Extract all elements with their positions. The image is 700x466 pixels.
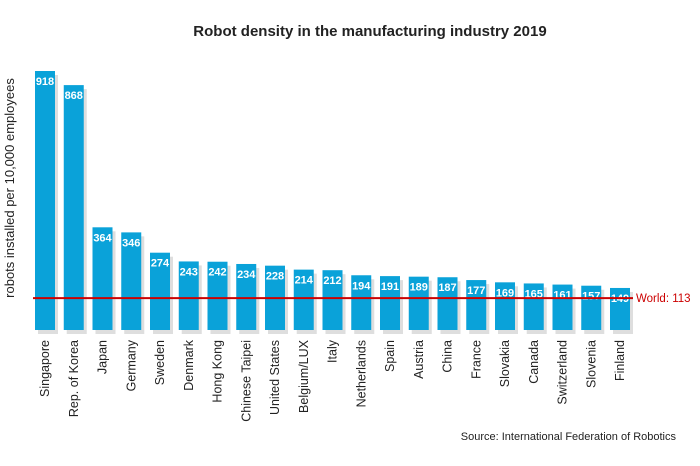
data-label: 212	[323, 275, 341, 287]
y-axis-label: robots installed per 10,000 employees	[2, 78, 17, 298]
data-label: 243	[180, 266, 198, 278]
world-average-label: World: 113	[636, 293, 691, 305]
bar	[466, 280, 487, 330]
data-label: 364	[93, 232, 112, 244]
bars-group	[35, 71, 633, 334]
category-label: China	[441, 340, 455, 373]
bar	[581, 285, 602, 330]
category-label: Belgium/LUX	[297, 339, 311, 413]
category-label: Japan	[96, 340, 110, 374]
bar	[236, 263, 257, 330]
bar	[63, 85, 84, 330]
data-label: 868	[65, 90, 83, 102]
category-label: Singapore	[38, 340, 52, 397]
bar	[437, 277, 458, 330]
bar	[207, 261, 228, 330]
data-label: 169	[496, 287, 514, 299]
category-label: Switzerland	[556, 340, 570, 405]
data-label: 191	[381, 281, 399, 293]
category-label: Italy	[326, 339, 340, 363]
bar	[35, 71, 55, 330]
bar	[408, 276, 429, 330]
category-label: Rep. of Korea	[67, 340, 81, 417]
category-label: Germany	[124, 339, 138, 391]
bar	[495, 282, 515, 330]
data-label: 918	[36, 76, 54, 88]
category-label: Chinese Taipei	[239, 340, 253, 422]
data-label: 194	[352, 280, 371, 292]
source-note: Source: International Federation of Robo…	[461, 431, 677, 443]
data-label: 228	[266, 271, 284, 283]
category-label: Spain	[383, 340, 397, 372]
bar	[380, 276, 400, 330]
category-label: Sweden	[153, 340, 167, 385]
bar	[351, 275, 372, 330]
data-label: 242	[208, 267, 226, 279]
category-label: Slovakia	[498, 340, 512, 387]
bar	[92, 227, 113, 330]
chart-title: Robot density in the manufacturing indus…	[193, 23, 546, 40]
data-label: 189	[410, 282, 428, 294]
category-label: Hong Kong	[211, 340, 225, 403]
category-label: Slovenia	[584, 340, 598, 388]
value-labels-group: 918 868 364 346 274 243 242 234 228 214 212 194 191 1…	[36, 76, 629, 305]
data-label: 161	[553, 290, 571, 302]
bar	[523, 283, 544, 330]
category-label: Netherlands	[354, 340, 368, 407]
bar	[121, 232, 142, 330]
category-label: Finland	[613, 340, 627, 381]
category-labels-group: Singapore Rep. of Korea Japan Germany Sweden…	[38, 339, 627, 422]
category-label: France	[469, 340, 483, 379]
bar	[322, 270, 343, 330]
bar	[178, 261, 199, 330]
category-label: Denmark	[182, 339, 196, 390]
bar	[552, 284, 573, 330]
data-label: 157	[582, 291, 600, 303]
category-label: United States	[268, 340, 282, 415]
category-label: Austria	[412, 340, 426, 379]
bar	[293, 269, 314, 330]
data-label: 346	[122, 237, 140, 249]
data-label: 177	[467, 285, 485, 297]
data-label: 187	[438, 282, 456, 294]
category-label: Canada	[527, 340, 541, 384]
data-label: 234	[237, 269, 256, 281]
bar	[150, 252, 170, 330]
data-label: 274	[151, 258, 170, 270]
data-label: 214	[295, 275, 314, 287]
